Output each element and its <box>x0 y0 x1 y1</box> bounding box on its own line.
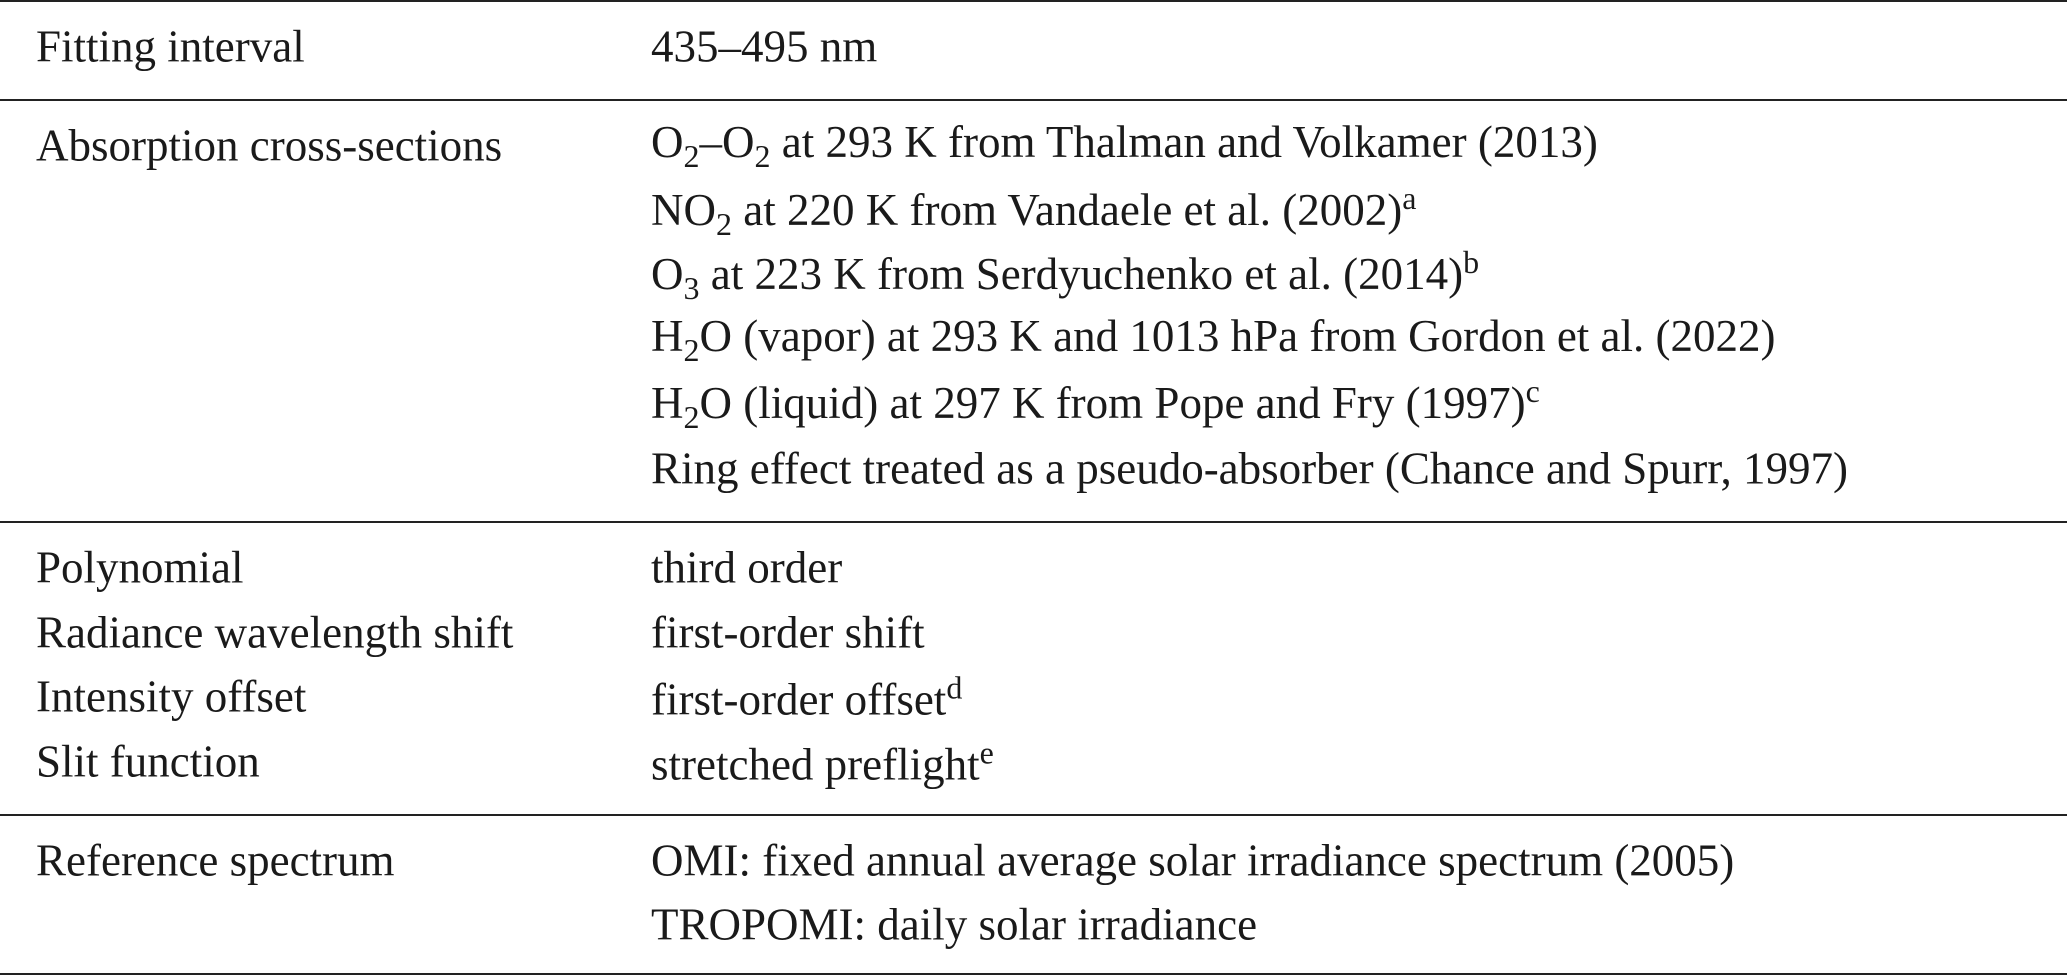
text-run: first-order shift <box>651 607 925 658</box>
row-value: TROPOMI: daily solar irradiance <box>651 899 1258 950</box>
subscript: 2 <box>683 331 700 368</box>
row-value: H2O (vapor) at 293 K and 1013 hPa from G… <box>651 310 1776 368</box>
text-run: at 220 K from Vandaele et al. (2002) <box>732 184 1403 235</box>
text-run: NO <box>651 184 716 235</box>
text-run: at 293 K from Thalman and Volkamer (2013… <box>770 117 1598 167</box>
row-value: first-order offsetd <box>651 672 962 723</box>
subscript: 2 <box>683 138 700 174</box>
row-label: Slit function <box>36 736 260 787</box>
text-run: OMI: fixed annual average solar irradian… <box>651 835 1735 886</box>
text-run: H <box>651 310 684 361</box>
text-run: stretched preflight <box>651 739 980 790</box>
subscript: 2 <box>716 205 732 242</box>
rule <box>0 0 2067 2</box>
text-run: O <box>651 249 684 300</box>
footnote-mark: a <box>1402 179 1417 216</box>
text-run: –O <box>699 117 755 167</box>
row-value: H2O (liquid) at 297 K from Pope and Fry … <box>651 375 1540 433</box>
row-label: Fitting interval <box>36 21 305 72</box>
text-run: TROPOMI: daily solar irradiance <box>651 899 1258 950</box>
row-value: third order <box>651 542 843 593</box>
row-value: stretched preflighte <box>651 736 994 787</box>
text-run: H <box>651 378 684 429</box>
footnote-mark: e <box>979 734 994 771</box>
row-value: Ring effect treated as a pseudo-absorber… <box>651 443 1848 494</box>
text-run: O (vapor) at 293 K and 1013 hPa from Gor… <box>699 310 1776 361</box>
subscript: 2 <box>683 399 700 436</box>
rule <box>0 521 2067 523</box>
row-value: O2–O2 at 293 K from Thalman and Volkamer… <box>651 117 1598 174</box>
text-run: 435–495 nm <box>651 21 878 72</box>
row-label: Reference spectrum <box>36 835 395 886</box>
text-run: O <box>651 117 684 167</box>
text-run: O (liquid) at 297 K from Pope and Fry (1… <box>699 378 1526 429</box>
rule <box>0 813 2067 816</box>
row-label: Radiance wavelength shift <box>36 607 514 658</box>
row-value: first-order shift <box>651 610 925 655</box>
subscript: 3 <box>683 270 700 307</box>
subscript: 2 <box>754 138 771 174</box>
row-label: Polynomial <box>36 542 244 593</box>
rule <box>0 973 2067 975</box>
text-run: Ring effect treated as a pseudo-absorber… <box>651 443 1848 494</box>
row-value: 435–495 nm <box>651 21 878 72</box>
text-run: third order <box>651 542 843 593</box>
footnote-mark: b <box>1463 244 1480 281</box>
row-value: O3 at 223 K from Serdyuchenko et al. (20… <box>651 246 1479 304</box>
row-value: OMI: fixed annual average solar irradian… <box>651 838 1734 883</box>
text-run: at 223 K from Serdyuchenko et al. (2014) <box>699 249 1464 300</box>
text-run: first-order offset <box>651 674 947 725</box>
row-label: Absorption cross-sections <box>36 120 503 171</box>
row-value: NO2 at 220 K from Vandaele et al. (2002)… <box>651 182 1416 240</box>
row-label: Intensity offset <box>36 671 307 722</box>
footnote-mark: d <box>946 669 963 706</box>
rule <box>0 99 2067 101</box>
footnote-mark: c <box>1525 373 1540 410</box>
